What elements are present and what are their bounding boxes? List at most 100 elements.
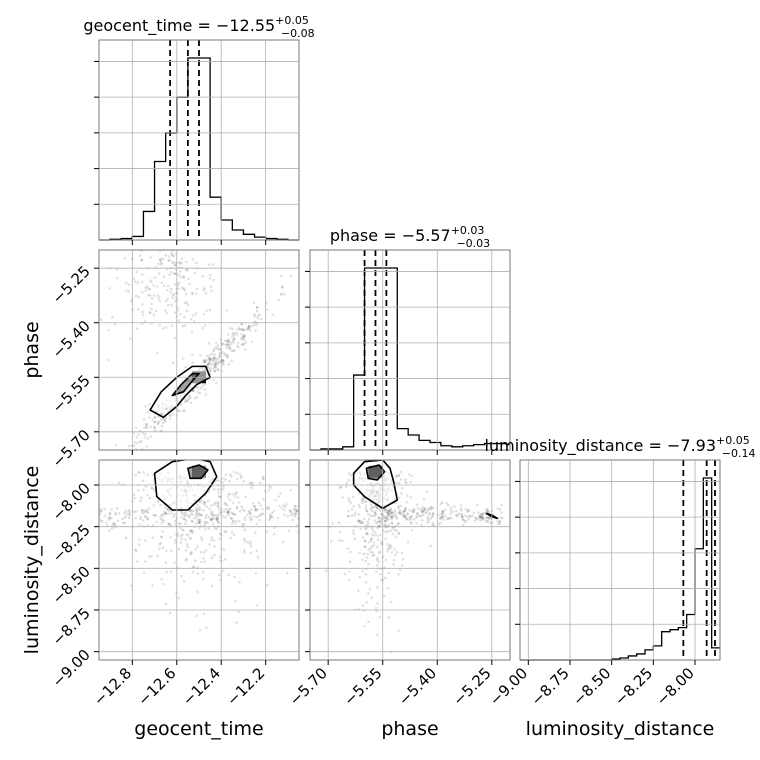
sample-point [158,258,162,262]
sample-point [406,512,409,515]
sample-point [228,340,232,344]
sample-point [360,499,364,502]
sample-point [195,509,199,512]
sample-point [254,324,258,327]
sample-point [377,516,381,519]
sample-point [396,521,400,525]
sample-point [124,289,128,292]
sample-point [358,505,361,509]
sample-point [383,594,386,598]
sample-point [103,514,107,518]
sample-point [454,513,458,517]
panel-frame [519,459,721,661]
sample-point [358,575,361,579]
sample-point [242,338,246,341]
sample-point [367,592,370,595]
sample-point [217,354,221,358]
sample-point [416,514,419,518]
sample-point [278,504,281,508]
sample-point [204,521,208,524]
sample-point [377,520,381,523]
sample-point [159,518,163,521]
sample-point [170,252,173,256]
sample-point [365,531,369,535]
sample-point [229,516,233,520]
contour-inner [187,464,209,480]
sample-point [244,495,247,499]
sample-point [235,491,238,494]
sample-point [195,287,199,291]
sample-point [231,493,235,496]
sample-point [386,518,390,521]
sample-point [279,492,282,495]
sample-point [217,521,220,524]
sample-point [416,507,420,510]
sample-point [369,547,372,550]
sample-point [384,530,388,534]
sample-point [191,292,194,296]
sample-point [122,516,126,520]
sample-point [376,602,379,605]
sample-point [140,258,143,262]
sample-point [209,367,212,370]
sample-point [140,509,144,513]
sample-point [169,512,173,515]
sample-point [478,514,482,518]
sample-point [113,323,117,326]
sample-point [170,303,173,307]
sample-point [178,522,181,525]
sample-point [246,327,249,330]
sample-point [132,510,136,514]
sample-point [222,485,225,488]
sample-point [384,576,387,580]
sample-point [108,512,112,516]
sample-point [172,272,176,275]
sample-point [117,512,121,515]
sample-point [254,507,257,511]
sample-point [253,315,256,318]
sample-point [343,572,347,576]
sample-point [466,509,470,512]
sample-point [258,518,261,522]
sample-point [388,509,392,513]
sample-point [214,501,217,505]
sample-point [187,534,190,537]
sample-point [368,587,372,591]
sample-point [194,513,198,517]
panel-frame [309,249,511,451]
sample-point [364,532,368,535]
sample-point [389,508,393,511]
sample-point [99,318,103,321]
sample-point [202,501,206,504]
sample-point [439,502,443,506]
sample-point [100,520,104,523]
sample-point [231,331,235,335]
sample-point [144,289,147,293]
sample-point [235,333,239,336]
sample-point [206,521,210,524]
sample-point [274,498,278,502]
sample-point [361,569,364,573]
sample-point [184,548,188,552]
sample-point [243,334,246,337]
sample-point [397,532,401,536]
sample-point [488,516,491,520]
sample-point [212,348,216,351]
sample-point [208,361,211,364]
sample-point [364,581,368,584]
sample-point [134,516,137,520]
axis-label-phase-y: phase [21,321,43,378]
sample-point [370,533,374,536]
sample-point [385,515,389,519]
sample-point [500,511,503,514]
sample-point [362,517,366,521]
sample-point [439,521,442,525]
sample-point [346,547,350,550]
sample-point [184,559,188,562]
sample-point [146,524,150,527]
sample-point [217,495,221,498]
sample-point [500,503,503,507]
sample-point [211,517,214,520]
sample-point [257,501,261,505]
sample-point [367,620,370,624]
